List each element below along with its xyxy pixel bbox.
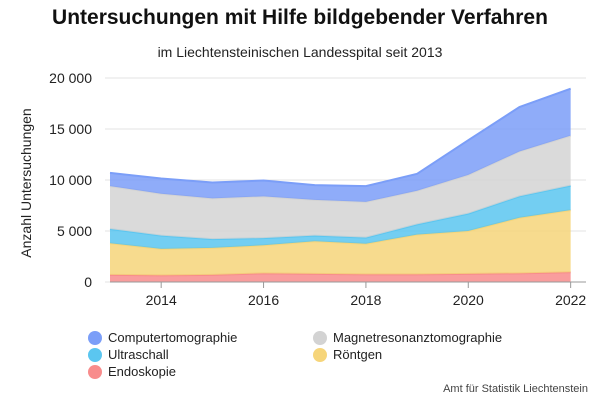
x-tick-label: 2020 xyxy=(453,292,484,308)
y-tick-label: 15 000 xyxy=(49,121,92,137)
source-note: Amt für Statistik Liechtenstein xyxy=(443,383,588,395)
legend-label: Endoskopie xyxy=(108,364,176,379)
legend: Computertomographie Magnetresonanztomogr… xyxy=(88,330,588,385)
x-tick-label: 2016 xyxy=(248,292,279,308)
chart-subtitle: im Liechtensteinischen Landesspital seit… xyxy=(157,44,443,60)
x-tick-label: 2014 xyxy=(146,292,177,308)
legend-label: Computertomographie xyxy=(108,330,238,345)
legend-item-roentgen[interactable]: Röntgen xyxy=(313,347,382,362)
y-axis-label: Anzahl Untersuchungen xyxy=(18,108,34,257)
legend-label: Röntgen xyxy=(333,347,383,362)
axes: 0 5 000 10 000 15 000 20 000 2014 2016 2018 2020… xyxy=(49,70,586,308)
legend-swatch-roentgen xyxy=(313,347,327,362)
x-tick-label: 2022 xyxy=(555,292,586,308)
line-computertomographie xyxy=(109,87,571,188)
chart-title: Untersuchungen mit Hilfe bildgebender Ve… xyxy=(52,6,548,29)
y-tick-label: 5 000 xyxy=(57,223,92,239)
y-tick-label: 20 000 xyxy=(49,70,92,86)
y-tick-label: 0 xyxy=(84,274,92,290)
area-series-group xyxy=(109,87,571,282)
legend-swatch-ultraschall xyxy=(88,347,102,362)
legend-label: Magnetresonanztomographie xyxy=(333,330,503,345)
legend-item-computertomographie[interactable]: Computertomographie xyxy=(88,330,237,345)
y-tick-label: 10 000 xyxy=(49,172,92,188)
area-magnetresonanztomographie xyxy=(110,135,571,240)
x-tick-label: 2018 xyxy=(350,292,381,308)
legend-swatch-endoskopie xyxy=(88,364,102,379)
legend-item-endoskopie[interactable]: Endoskopie xyxy=(88,364,176,379)
area-ultraschall xyxy=(110,185,571,249)
area-computertomographie xyxy=(110,88,571,202)
legend-swatch-computertomographie xyxy=(88,330,102,345)
legend-label: Ultraschall xyxy=(108,347,169,362)
legend-item-magnetresonanztomographie[interactable]: Magnetresonanztomographie xyxy=(313,330,502,345)
legend-swatch-magnetresonanztomographie xyxy=(313,330,327,345)
legend-item-ultraschall[interactable]: Ultraschall xyxy=(88,347,169,362)
